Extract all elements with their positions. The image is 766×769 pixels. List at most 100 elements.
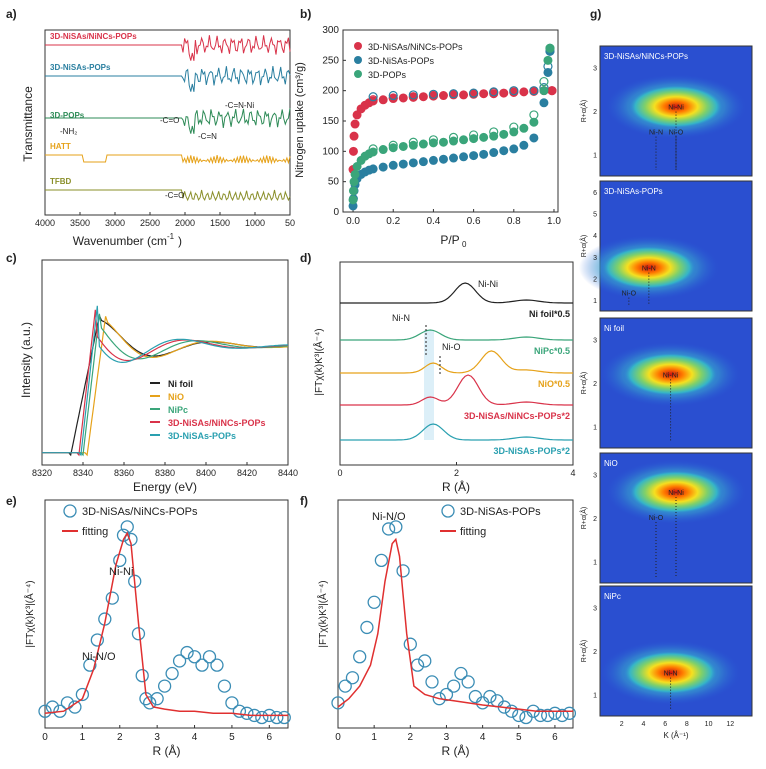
- e-data-point: [195, 658, 209, 672]
- f-data-point: [461, 675, 475, 689]
- g-bond-label: Ni-O: [669, 130, 684, 137]
- a-annotation: -C=N: [198, 132, 217, 141]
- b-adsorption-point: [352, 110, 362, 120]
- f-ylabel: |FTχ(k)K³|(Å⁻⁴): [316, 580, 329, 647]
- d-ylabel: |FTχ(k)K³|(Å⁻⁴): [312, 328, 325, 395]
- c-x-tick-label: 8340: [73, 468, 93, 478]
- g-y-tick-label: 2: [593, 109, 597, 116]
- a-annotation: -NH₂: [60, 127, 77, 136]
- a-series-line: [45, 189, 291, 202]
- a-series-line: [45, 108, 291, 134]
- a-annotation: -C=N-Ni: [225, 101, 254, 110]
- b-adsorption-point: [519, 87, 529, 97]
- b-desorption-point: [368, 92, 378, 102]
- f-data-point: [548, 706, 562, 720]
- f-x-tick-label: 0: [335, 732, 341, 743]
- g-map-name: Ni foil: [604, 324, 624, 333]
- e-data-point: [202, 650, 217, 664]
- b-adsorption-point: [348, 186, 358, 196]
- a-legend-label: 3D-NiSAs/NiNCs-POPs: [50, 32, 137, 41]
- d-xlabel: R (Å): [442, 479, 470, 494]
- b-desorption-point: [489, 127, 499, 137]
- panel-label-f: f): [300, 494, 308, 508]
- e-x-tick-label: 5: [229, 732, 235, 743]
- f-data-point: [425, 675, 439, 689]
- c-x-tick-label: 8400: [196, 468, 216, 478]
- f-x-tick-label: 2: [408, 732, 414, 743]
- f-legend-label: 3D-NiSAs-POPs: [460, 506, 541, 518]
- f-data-point: [410, 658, 425, 672]
- b-adsorption-point: [529, 133, 539, 143]
- c-legend-label: 3D-NiSAs/NiNCs-POPs: [168, 418, 266, 428]
- a-series-line: [45, 66, 291, 92]
- b-adsorption-point: [428, 155, 438, 165]
- g-y-tick-label: 1: [593, 692, 597, 699]
- b-adsorption-point: [418, 92, 428, 102]
- b-adsorption-point: [349, 177, 359, 187]
- b-adsorption-point: [350, 169, 360, 179]
- b-legend-marker: [354, 56, 362, 64]
- b-adsorption-point: [349, 131, 359, 141]
- b-desorption-point: [428, 89, 439, 99]
- d-x-tick-label: 2: [454, 468, 459, 478]
- b-adsorption-point: [348, 146, 358, 156]
- g-x-tick-label: 10: [705, 721, 713, 728]
- b-adsorption-point: [459, 135, 469, 145]
- f-data-point: [403, 637, 417, 651]
- b-desorption-point: [428, 135, 439, 145]
- f-data-point: [418, 654, 432, 668]
- e-data-point: [277, 710, 291, 725]
- d-series-line: [340, 329, 573, 341]
- e-annotation: Ni-Ni: [109, 566, 133, 578]
- f-data-point: [541, 708, 555, 723]
- panel-label-b: b): [300, 7, 311, 21]
- b-desorption-point: [388, 140, 398, 150]
- f-legend-label: fitting: [460, 526, 486, 538]
- d-legend-label: NiPc*0.5: [534, 346, 570, 356]
- b-desorption-point: [545, 43, 555, 53]
- b-adsorption-point: [368, 147, 378, 157]
- b-xlabel: P/P: [440, 233, 459, 247]
- b-adsorption-point: [378, 95, 388, 105]
- g-y-tick-label: 2: [593, 277, 597, 284]
- e-data-point: [172, 654, 187, 668]
- d-x-tick-label: 4: [570, 468, 575, 478]
- b-adsorption-point: [449, 153, 459, 163]
- b-adsorption-point: [398, 93, 408, 103]
- b-adsorption-point: [539, 98, 549, 108]
- f-data-point: [483, 689, 497, 704]
- d-shaded-band: [424, 330, 434, 440]
- g-y-tick-label: 1: [593, 559, 597, 566]
- d-legend-label: 3D-NiSAs-POPs*2: [493, 446, 570, 456]
- a-legend-label: 3D-NiSAs-POPs: [50, 63, 111, 72]
- f-data-point: [353, 650, 367, 664]
- e-annotation: Ni-N/O: [82, 651, 116, 663]
- b-adsorption-point: [529, 117, 539, 127]
- a-x-tick-label: 3500: [70, 218, 90, 228]
- d-legend-label: NiO*0.5: [538, 379, 570, 389]
- f-data-point: [389, 520, 403, 534]
- e-x-tick-label: 6: [267, 732, 273, 743]
- a-legend-label: HATT: [50, 142, 71, 151]
- e-x-tick-label: 2: [117, 732, 123, 743]
- b-adsorption-point: [499, 146, 509, 156]
- g-bond-label: Ni-N: [664, 671, 678, 678]
- b-adsorption-point: [479, 149, 489, 159]
- g-hotspot: [628, 84, 724, 129]
- g-y-tick-label: 3: [593, 338, 597, 345]
- g-x-tick-label: 12: [726, 721, 734, 728]
- g-y-tick-label: 1: [593, 298, 597, 305]
- b-adsorption-point: [378, 162, 388, 172]
- f-data-point: [447, 679, 461, 693]
- c-series-line: [42, 313, 289, 457]
- d-series-line: [340, 350, 573, 374]
- e-ylabel: |FTχ(k)K³|(Å⁻⁴): [23, 580, 36, 647]
- g-y-tick-label: 1: [593, 424, 597, 431]
- c-series-line: [42, 313, 289, 457]
- b-desorption-point: [368, 95, 378, 105]
- g-x-tick-label: 8: [685, 721, 689, 728]
- e-x-tick-label: 0: [42, 732, 48, 743]
- c-x-tick-label: 8320: [32, 468, 52, 478]
- g-map-name: 3D-NiSAs-POPs: [604, 187, 663, 196]
- b-y-tick-label: 300: [322, 25, 339, 36]
